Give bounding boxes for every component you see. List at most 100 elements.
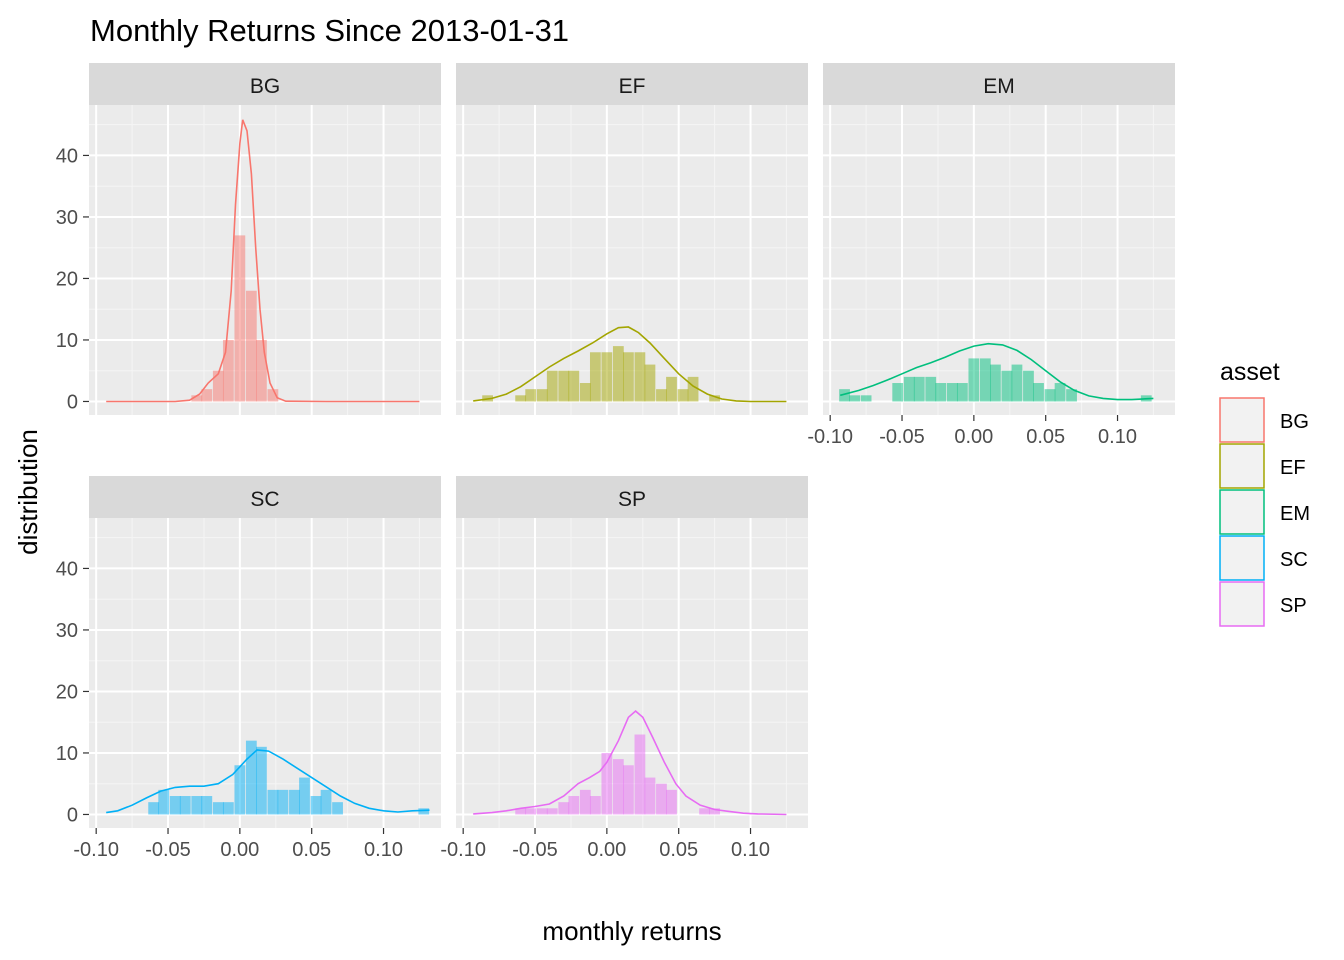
facet-strip-label: BG [250, 75, 280, 98]
histogram-bar [666, 789, 677, 815]
facet-strip-bg [89, 63, 441, 105]
histogram-bar [515, 808, 527, 815]
histogram-bar [320, 789, 332, 815]
histogram-bar [990, 364, 1001, 402]
histogram-bar [310, 796, 322, 815]
x-tick-label: -0.05 [512, 839, 558, 861]
legend-label-sc: SC [1280, 549, 1308, 571]
histogram-bar [968, 358, 980, 402]
histogram-bar [148, 802, 160, 815]
facet-strip-sc [89, 476, 441, 518]
histogram-bar [623, 352, 634, 402]
histogram-bar [222, 339, 234, 402]
histogram-bar [299, 777, 310, 815]
histogram-bar [839, 389, 850, 402]
legend-title: asset [1220, 358, 1280, 386]
histogram-bar [234, 765, 246, 815]
x-axis-title: monthly returns [542, 916, 721, 946]
histogram-bar [579, 789, 591, 815]
legend-label-em: EM [1280, 503, 1310, 525]
facet-panel-sc: SC 0 10 20 30 40 -0.10 -0.05 0.00 0.05 0.10 [56, 476, 441, 861]
histogram-bar [913, 376, 925, 402]
histogram-bar [644, 777, 656, 815]
legend-key-sc [1219, 535, 1265, 581]
histogram-bar [568, 796, 580, 815]
facet-strip-em [823, 63, 1175, 105]
histogram-bar [634, 352, 646, 402]
histogram-bar [935, 383, 947, 402]
density-line [106, 749, 430, 814]
legend-label-sp: SP [1280, 595, 1307, 617]
x-tick-label: -0.10 [440, 839, 486, 861]
histogram-bar [267, 389, 279, 402]
x-tick-label: 0.10 [364, 839, 403, 861]
histogram-bar [601, 752, 613, 815]
x-tick-label: -0.10 [807, 426, 853, 448]
histogram-bar [191, 796, 203, 815]
histogram-bar [558, 802, 570, 815]
x-tick-label: 0.05 [292, 839, 331, 861]
histogram-bar [546, 370, 558, 402]
histogram-bar [245, 290, 257, 402]
histogram-bar [644, 364, 656, 402]
y-tick-label: 40 [56, 145, 78, 167]
histogram-bar [289, 789, 300, 815]
y-axis-title: distribution [13, 429, 43, 555]
histogram-bar [925, 376, 937, 402]
histogram-bar [656, 783, 667, 815]
histogram-bar [956, 383, 968, 402]
histogram-bar [256, 339, 267, 402]
histogram-bar [212, 370, 224, 402]
y-tick-label: 10 [56, 743, 78, 765]
x-tick-label: 0.00 [954, 426, 993, 448]
y-tick-label: 40 [56, 558, 78, 580]
x-tick-label: 0.00 [587, 839, 626, 861]
facet-strip-sp [456, 476, 808, 518]
histogram-bar [515, 395, 527, 402]
histogram-bar [946, 383, 958, 402]
y-tick-label: 0 [67, 804, 78, 826]
x-tick-label: -0.05 [145, 839, 191, 861]
legend-key-ef [1219, 443, 1265, 489]
histogram-bar [568, 370, 580, 402]
histogram-bar [849, 395, 860, 402]
panel-background [823, 105, 1175, 415]
y-tick-label: 20 [56, 681, 78, 703]
histogram-bar [579, 383, 591, 402]
facet-strip-ef [456, 63, 808, 105]
histogram-bar [212, 802, 224, 815]
x-tick-label: 0.00 [220, 839, 259, 861]
histogram-bar [191, 395, 203, 402]
y-tick-label: 30 [56, 207, 78, 229]
facet-strip-label: EF [619, 75, 646, 98]
x-tick-label: -0.05 [879, 426, 925, 448]
histogram-bar [892, 383, 904, 402]
histogram-bar [536, 808, 548, 815]
histogram-bar [169, 796, 181, 815]
x-tick-label: 0.05 [659, 839, 698, 861]
density-line [839, 342, 1154, 401]
histogram-bar [201, 796, 213, 815]
histogram-bar [536, 389, 548, 402]
histogram-bar [666, 376, 677, 402]
histogram-bar [558, 370, 570, 402]
histogram-bar [1001, 370, 1013, 402]
histogram-bar [1011, 364, 1023, 402]
legend-key-sp [1219, 581, 1265, 627]
facet-panel-bg: BG 0 10 20 30 40 [56, 63, 441, 415]
histogram-bar [623, 765, 634, 815]
legend-key-bg [1219, 397, 1265, 443]
histogram-bar [589, 352, 601, 402]
facet-panel-em: EM -0.10 -0.05 0.00 0.05 0.10 [807, 63, 1175, 448]
x-tick-label: 0.10 [731, 839, 770, 861]
facet-strip-label: SC [250, 488, 279, 511]
histogram-bar [525, 389, 537, 402]
histogram-bar [677, 389, 689, 402]
histogram-bar [1033, 383, 1044, 402]
y-tick-label: 0 [67, 391, 78, 413]
histogram-bar [903, 376, 915, 402]
legend: asset BG EF EM SC SP [1219, 358, 1310, 627]
histogram-bar [158, 789, 170, 815]
facet-strip-label: EM [983, 75, 1015, 98]
